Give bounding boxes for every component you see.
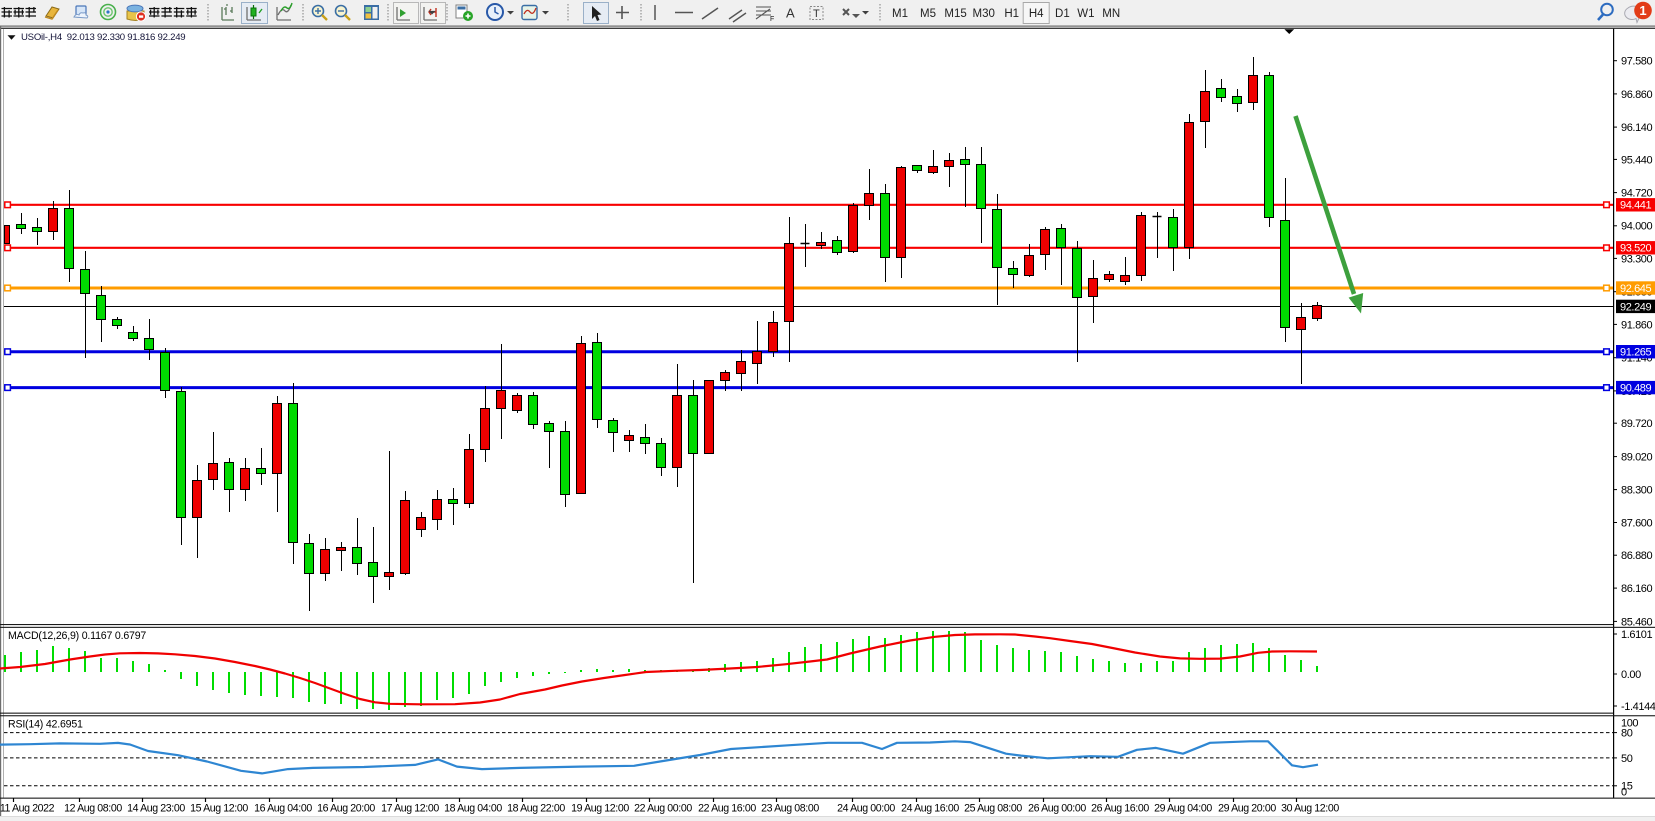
svg-text:H4: H4 bbox=[1029, 8, 1044, 20]
svg-text:16 Aug 04:00: 16 Aug 04:00 bbox=[254, 802, 312, 814]
svg-text:92.645: 92.645 bbox=[1620, 283, 1652, 295]
svg-text:W1: W1 bbox=[1077, 8, 1094, 20]
svg-text:16 Aug 20:00: 16 Aug 20:00 bbox=[317, 802, 375, 814]
svg-text:50: 50 bbox=[1621, 753, 1633, 765]
svg-text:96.140: 96.140 bbox=[1621, 122, 1653, 134]
svg-text:95.440: 95.440 bbox=[1621, 154, 1653, 166]
svg-text:H1: H1 bbox=[1004, 8, 1019, 20]
svg-text:USOil-,H4 92.013 92.330 91.81: USOil-,H4 92.013 92.330 91.816 92.249 bbox=[21, 32, 185, 43]
svg-text:80: 80 bbox=[1621, 728, 1633, 740]
svg-text:29 Aug 04:00: 29 Aug 04:00 bbox=[1154, 802, 1212, 814]
svg-text:91.265: 91.265 bbox=[1620, 347, 1652, 359]
svg-text:29 Aug 20:00: 29 Aug 20:00 bbox=[1218, 802, 1276, 814]
svg-text:96.860: 96.860 bbox=[1621, 89, 1653, 101]
svg-text:D1: D1 bbox=[1055, 8, 1070, 20]
svg-text:-1.4144: -1.4144 bbox=[1621, 701, 1655, 713]
svg-text:M30: M30 bbox=[973, 8, 995, 20]
svg-text:18 Aug 22:00: 18 Aug 22:00 bbox=[507, 802, 565, 814]
svg-text:19 Aug 12:00: 19 Aug 12:00 bbox=[571, 802, 629, 814]
svg-text:A: A bbox=[786, 6, 795, 21]
svg-text:0.00: 0.00 bbox=[1621, 669, 1641, 681]
svg-text:89.020: 89.020 bbox=[1621, 452, 1653, 464]
svg-text:86.160: 86.160 bbox=[1621, 583, 1653, 595]
svg-text:24 Aug 16:00: 24 Aug 16:00 bbox=[901, 802, 959, 814]
svg-text:M5: M5 bbox=[920, 8, 936, 20]
svg-text:100: 100 bbox=[1621, 718, 1638, 730]
svg-text:86.880: 86.880 bbox=[1621, 550, 1653, 562]
svg-text:22 Aug 00:00: 22 Aug 00:00 bbox=[634, 802, 692, 814]
svg-text:M15: M15 bbox=[944, 8, 966, 20]
svg-text:25 Aug 08:00: 25 Aug 08:00 bbox=[964, 802, 1022, 814]
svg-text:91.860: 91.860 bbox=[1621, 319, 1653, 331]
svg-text:88.300: 88.300 bbox=[1621, 485, 1653, 497]
svg-text:30 Aug 12:00: 30 Aug 12:00 bbox=[1281, 802, 1339, 814]
svg-text:0: 0 bbox=[1621, 786, 1627, 798]
svg-text:MACD(12,26,9) 0.1167 0.6797: MACD(12,26,9) 0.1167 0.6797 bbox=[8, 630, 146, 642]
svg-text:26 Aug 16:00: 26 Aug 16:00 bbox=[1091, 802, 1149, 814]
svg-text:22 Aug 16:00: 22 Aug 16:00 bbox=[698, 802, 756, 814]
svg-text:11 Aug 2022: 11 Aug 2022 bbox=[0, 802, 55, 814]
svg-text:F: F bbox=[770, 16, 774, 23]
svg-text:14 Aug 23:00: 14 Aug 23:00 bbox=[127, 802, 185, 814]
svg-text:18 Aug 04:00: 18 Aug 04:00 bbox=[444, 802, 502, 814]
svg-text:RSI(14) 42.6951: RSI(14) 42.6951 bbox=[8, 719, 83, 731]
svg-text:97.580: 97.580 bbox=[1621, 56, 1653, 68]
svg-text:23 Aug 08:00: 23 Aug 08:00 bbox=[761, 802, 819, 814]
svg-text:93.520: 93.520 bbox=[1620, 243, 1652, 255]
svg-text:94.441: 94.441 bbox=[1620, 200, 1652, 212]
svg-text:M1: M1 bbox=[892, 8, 908, 20]
svg-text:12 Aug 08:00: 12 Aug 08:00 bbox=[64, 802, 122, 814]
svg-text:92.249: 92.249 bbox=[1620, 301, 1652, 313]
svg-text:15: 15 bbox=[1621, 781, 1633, 793]
svg-text:93.300: 93.300 bbox=[1621, 253, 1653, 265]
svg-text:94.000: 94.000 bbox=[1621, 221, 1653, 233]
svg-text:17 Aug 12:00: 17 Aug 12:00 bbox=[381, 802, 439, 814]
svg-text:94.720: 94.720 bbox=[1621, 188, 1653, 200]
svg-text:24 Aug 00:00: 24 Aug 00:00 bbox=[837, 802, 895, 814]
svg-text:1: 1 bbox=[1639, 3, 1646, 18]
svg-text:87.600: 87.600 bbox=[1621, 517, 1653, 529]
svg-text:26 Aug 00:00: 26 Aug 00:00 bbox=[1028, 802, 1086, 814]
svg-text:1.6101: 1.6101 bbox=[1621, 629, 1653, 641]
svg-text:T: T bbox=[813, 8, 820, 20]
svg-text:MN: MN bbox=[1102, 8, 1120, 20]
svg-text:85.460: 85.460 bbox=[1621, 616, 1653, 628]
svg-text:90.489: 90.489 bbox=[1620, 383, 1652, 395]
svg-text:15 Aug 12:00: 15 Aug 12:00 bbox=[190, 802, 248, 814]
svg-text:89.720: 89.720 bbox=[1621, 418, 1653, 430]
